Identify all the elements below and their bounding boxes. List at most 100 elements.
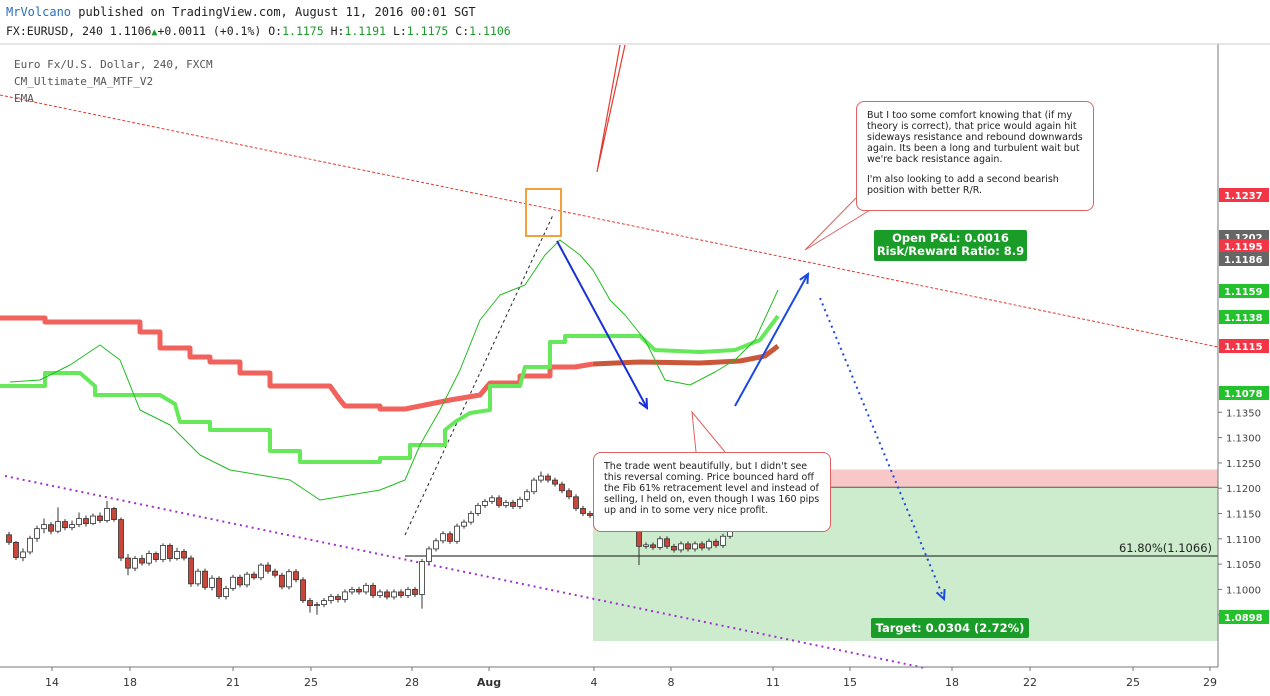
y-tick-label: 1.1000: [1226, 585, 1261, 596]
axes: 1.09501.10001.10501.11001.11501.12001.12…: [0, 43, 1270, 689]
candle-body: [391, 591, 397, 598]
candle-body: [363, 584, 369, 593]
publish-info: published on TradingView.com, August 11,…: [78, 5, 476, 19]
candle-body: [384, 591, 390, 598]
x-tick-label: 18: [945, 676, 959, 689]
candle-body: [244, 573, 250, 586]
x-tick-label: 15: [843, 676, 857, 689]
open-pnl-badge: Open P&L: 0.0016 Risk/Reward Ratio: 8.9: [874, 230, 1027, 261]
candle-body: [419, 561, 425, 595]
candle-body: [62, 521, 68, 529]
candle-body: [230, 576, 236, 589]
candle-body: [55, 521, 61, 532]
price-label: 1.1202: [1224, 233, 1263, 244]
candle-body: [209, 577, 215, 588]
candle-body: [342, 591, 348, 600]
x-tick-label: Aug: [477, 676, 501, 689]
note-right-p1: But I too some comfort knowing that (if …: [867, 110, 1083, 165]
legend-ema: EMA: [14, 92, 34, 105]
down-arrow: [556, 240, 648, 409]
candle-body: [699, 543, 705, 549]
candle-body: [678, 543, 684, 551]
candle-body: [559, 483, 565, 492]
candle-body: [188, 557, 194, 585]
candle-body: [657, 538, 663, 548]
candle-body: [664, 538, 670, 547]
price-label: 1.1195: [1224, 242, 1263, 253]
y-tick-label: 1.1150: [1226, 510, 1261, 521]
last-price: 1.1106: [109, 24, 152, 38]
candle-body: [496, 497, 502, 506]
price-label: 1.1237: [1224, 191, 1263, 202]
candle-body: [573, 496, 579, 509]
candle-body: [83, 518, 89, 525]
candle-body: [468, 513, 474, 523]
candle-body: [426, 548, 432, 562]
price-label-bg: [1219, 339, 1269, 353]
candle-body: [531, 479, 537, 493]
price-axis-bg: [1218, 44, 1270, 667]
candle-body: [370, 584, 376, 596]
x-tick-label: 29: [1203, 676, 1217, 689]
candle-body: [503, 501, 509, 506]
high-value: 1.1191: [344, 24, 386, 38]
resistance-trendline: [0, 94, 1219, 348]
risk-reward: Risk/Reward Ratio: 8.9: [876, 244, 1025, 258]
candle-body: [202, 570, 208, 588]
author-link[interactable]: MrVolcano: [6, 5, 72, 19]
price-label-bg: [1219, 610, 1269, 624]
x-tick-label: 25: [304, 676, 318, 689]
candle-body: [34, 528, 40, 539]
x-tick-label: 11: [766, 676, 780, 689]
candle-body: [251, 573, 257, 579]
target-badge: Target: 0.0304 (2.72%): [871, 618, 1029, 638]
candle-body: [587, 513, 593, 516]
price-label: 1.0898: [1224, 613, 1263, 624]
candle-body: [279, 574, 285, 588]
symbol-label: FX:EURUSD, 240: [6, 24, 103, 38]
open-pnl: Open P&L: 0.0016: [892, 231, 1009, 245]
fib-label: 61.80%(1.1066): [1119, 541, 1212, 555]
green-ma: [0, 314, 780, 464]
x-tick-label: 22: [1023, 676, 1037, 689]
candle-body: [125, 557, 131, 569]
candle-body: [713, 540, 719, 546]
candle-body: [111, 508, 117, 520]
candle-body: [405, 589, 411, 596]
candle-body: [720, 535, 726, 546]
candle-body: [482, 500, 488, 506]
candle-body: [447, 533, 453, 542]
candle-body: [97, 515, 103, 521]
price-label-bg: [1219, 310, 1269, 324]
candle-body: [475, 505, 481, 514]
candle-body: [671, 545, 677, 551]
ohlc-header: FX:EURUSD, 240 1.1106▲+0.0011 (+0.1%) O:…: [6, 24, 511, 38]
candle-body: [349, 589, 355, 593]
candle-body: [216, 577, 222, 597]
candle-body: [27, 537, 33, 553]
candle-body: [41, 524, 47, 530]
x-tick-label: 14: [45, 676, 59, 689]
candle-body: [286, 571, 292, 588]
candle-body: [293, 571, 299, 581]
candle-body: [48, 524, 54, 532]
candle-body: [223, 587, 229, 597]
candle-body: [461, 521, 467, 527]
x-tick-label: 21: [226, 676, 240, 689]
x-tick-label: 25: [1126, 676, 1140, 689]
red-ma-left: [0, 315, 594, 412]
candle-body: [76, 518, 82, 526]
low-value: 1.1175: [406, 24, 449, 38]
candle-body: [552, 479, 558, 485]
legend-title: Euro Fx/U.S. Dollar, 240, FXCM: [14, 58, 213, 71]
price-label-bg: [1219, 284, 1269, 298]
price-label: 1.1078: [1224, 389, 1263, 400]
candle-body: [300, 579, 306, 601]
y-tick-label: 1.1200: [1226, 484, 1261, 495]
candle-body: [272, 570, 278, 576]
candle-body: [69, 524, 75, 529]
candle-body: [153, 553, 159, 560]
candle-body: [321, 600, 327, 605]
